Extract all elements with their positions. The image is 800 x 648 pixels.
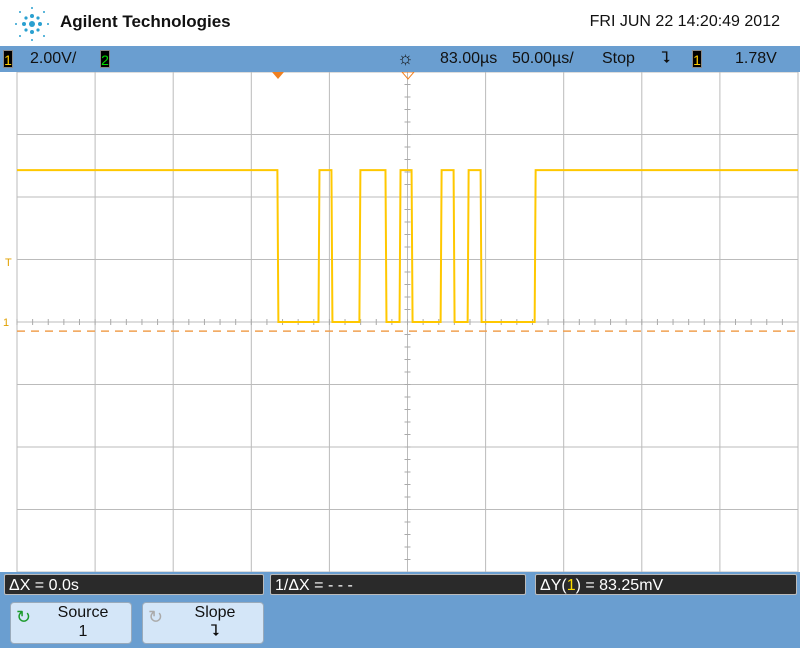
slope-softkey[interactable]: ↻ Slope ⮧ [142, 602, 264, 644]
brand-name: Agilent Technologies [60, 12, 231, 31]
trigger-level-marker[interactable]: T [5, 257, 12, 269]
ch1-badge[interactable]: 1 [3, 50, 13, 68]
run-state[interactable]: Stop [602, 50, 635, 67]
source-softkey[interactable]: ↻ Source 1 [10, 602, 132, 644]
ch1-ground-marker[interactable]: 1 [3, 317, 9, 329]
slope-label: Slope [194, 604, 236, 621]
trigger-position-marker [272, 72, 284, 79]
ch1-scale[interactable]: 2.00V/ [30, 50, 77, 67]
dy-prefix: ΔY( [540, 577, 567, 594]
header: Agilent Technologies FRI JUN 22 14:20:49… [0, 0, 800, 46]
trigger-level[interactable]: 1.78V [735, 50, 777, 67]
timebase[interactable]: 50.00µs/ [512, 50, 574, 67]
ch2-badge[interactable]: 2 [100, 50, 110, 68]
dy-value: ) = 83.25mV [575, 577, 664, 594]
delay-marker [401, 72, 415, 80]
trigger-source-badge[interactable]: 1 [692, 50, 702, 68]
inverse-delta-x-readout: 1/ΔX = - - - [270, 574, 526, 595]
slope-value: ⮧ [210, 623, 220, 640]
dy-channel: 1 [566, 577, 576, 594]
horizontal-delay[interactable]: 83.00µs [440, 50, 498, 67]
agilent-logo-icon [15, 7, 49, 41]
delta-x-readout: ΔX = 0.0s [4, 574, 264, 595]
status-bar: 1 2.00V/ 2 ☼ 83.00µs 50.00µs/ Stop ⮧ 1 1… [0, 46, 800, 72]
graticule [16, 72, 799, 572]
datetime: FRI JUN 22 14:20:49 2012 [589, 13, 780, 30]
delta-y-readout: ΔY(1) = 83.25mV [535, 574, 797, 595]
rotate-icon: ↻ [16, 607, 32, 627]
waveform-display: T 1 [3, 72, 799, 572]
source-value: 1 [78, 623, 88, 640]
source-label: Source [57, 604, 109, 621]
trigger-slope-icon: ⮧ [661, 50, 671, 67]
delay-icon: ☼ [397, 48, 414, 68]
rotate-icon: ↻ [148, 607, 164, 627]
ch1-trace [17, 169, 798, 323]
